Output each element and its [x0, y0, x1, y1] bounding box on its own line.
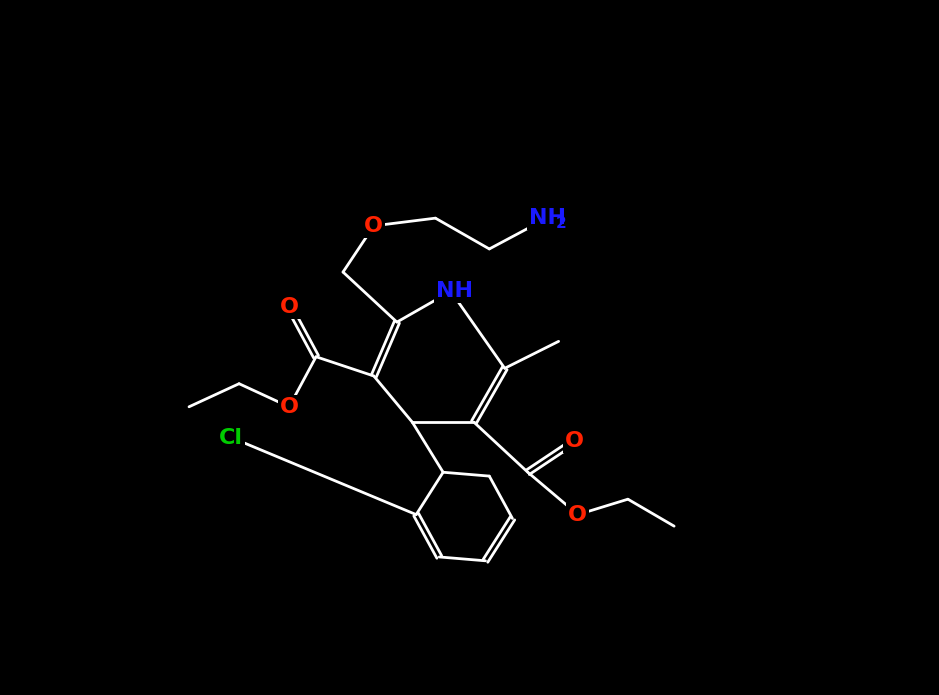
Text: O: O: [280, 297, 299, 317]
Text: NH: NH: [437, 281, 473, 302]
Text: NH: NH: [529, 208, 565, 228]
Text: O: O: [280, 397, 299, 417]
Text: O: O: [364, 216, 383, 236]
Text: O: O: [564, 432, 583, 452]
Text: 2: 2: [556, 216, 566, 231]
Text: O: O: [568, 505, 588, 525]
Text: Cl: Cl: [220, 427, 243, 448]
